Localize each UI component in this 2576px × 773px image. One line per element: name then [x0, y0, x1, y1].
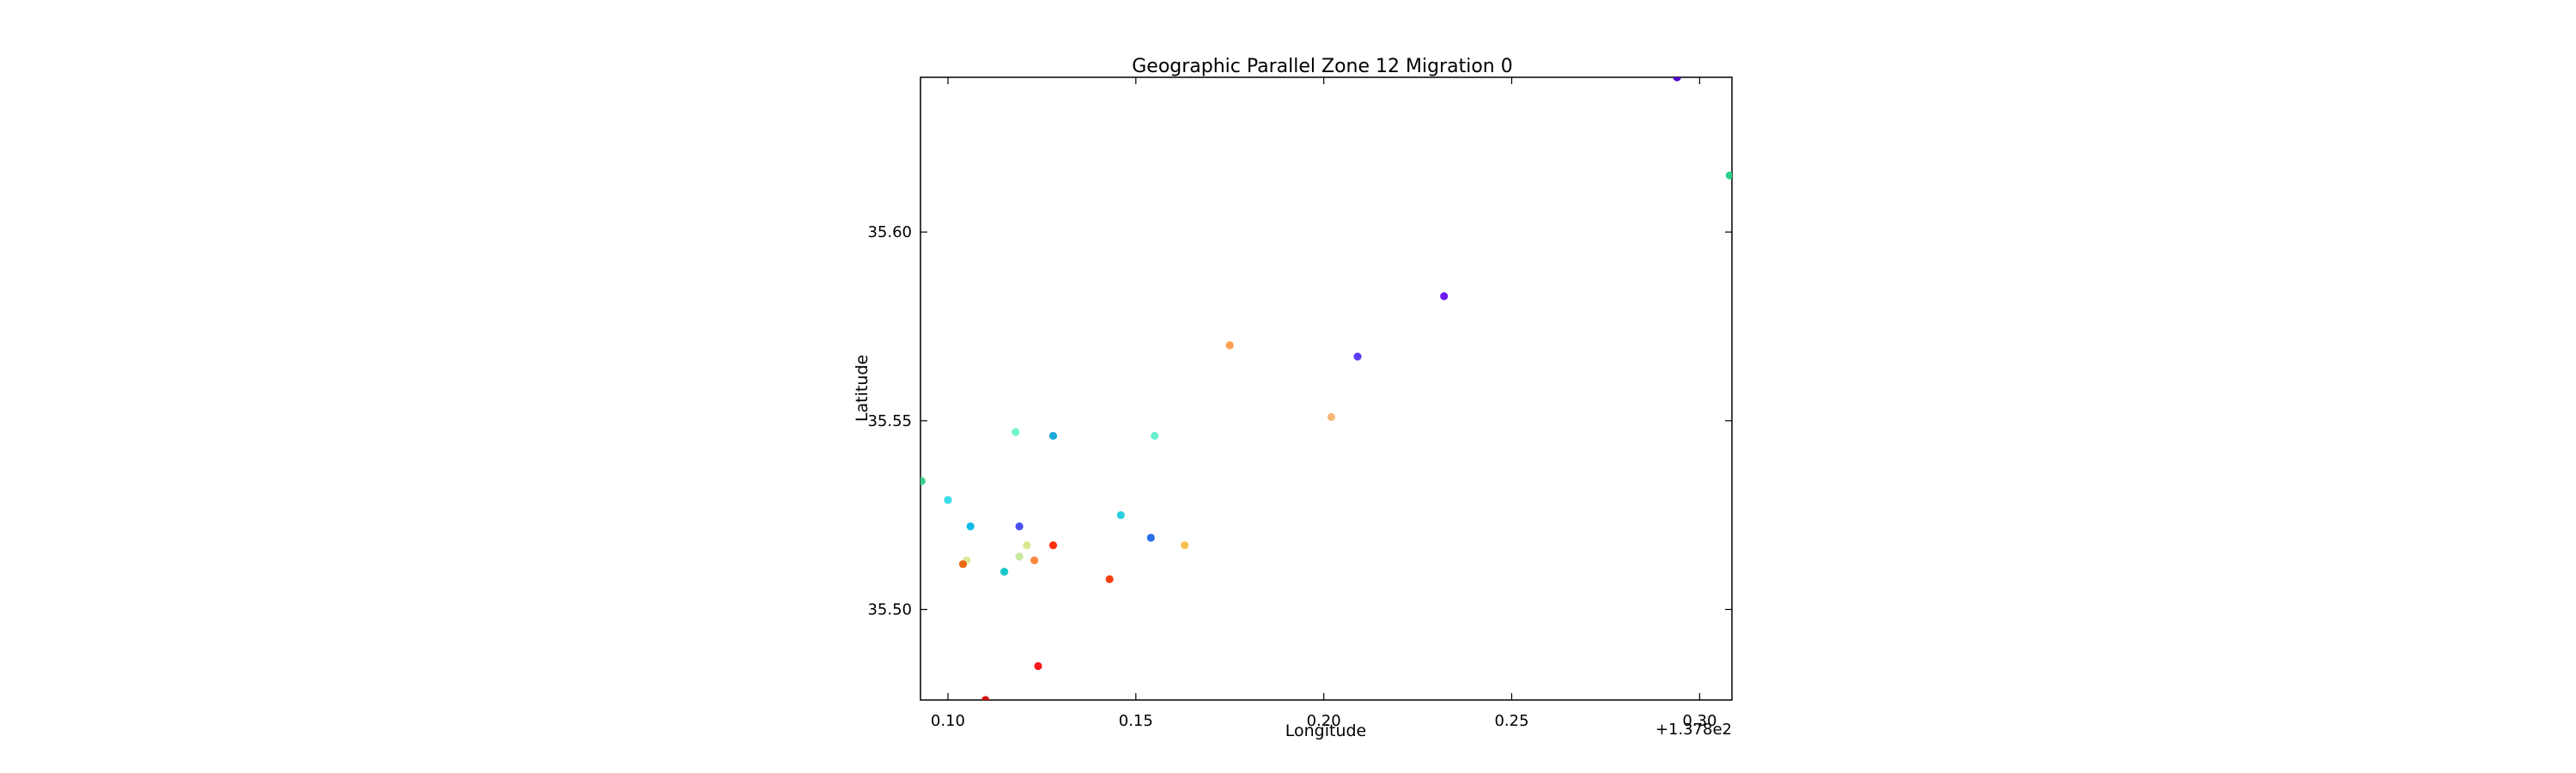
data-point	[1034, 661, 1042, 671]
data-point	[1023, 541, 1031, 550]
data-point	[1012, 428, 1020, 436]
data-point	[1225, 341, 1234, 350]
x-tick-label: 0.15	[1119, 712, 1153, 730]
chart-title: Geographic Parallel Zone 12 Migration 0	[1132, 56, 1513, 77]
data-point	[1030, 556, 1039, 565]
y-tick-label: 35.60	[867, 223, 912, 241]
data-point	[981, 696, 990, 700]
data-point	[1181, 541, 1189, 550]
x-axis-label: Longitude	[1285, 721, 1367, 740]
plot-area	[920, 76, 1733, 701]
x-tick-label: 0.20	[1307, 712, 1341, 730]
data-point	[1673, 77, 1681, 82]
data-point	[1015, 522, 1024, 531]
data-point	[920, 477, 926, 485]
data-point	[1353, 352, 1362, 361]
data-point	[1151, 431, 1159, 441]
data-point	[1105, 575, 1114, 583]
data-point	[966, 522, 975, 531]
y-axis-ticks: 35.50 35.55 35.60	[867, 223, 1732, 619]
x-axis-ticks: 0.10 0.15 0.20 0.25 0.30	[931, 77, 1716, 730]
data-points	[920, 77, 1732, 700]
x-tick-label: 0.25	[1494, 712, 1528, 730]
data-point	[1015, 552, 1024, 561]
x-tick-label: 0.30	[1682, 712, 1716, 730]
x-tick-label: 0.10	[931, 712, 965, 730]
data-point	[1146, 533, 1155, 542]
data-point	[1725, 171, 1732, 180]
data-point	[1116, 511, 1125, 520]
y-tick-label: 35.50	[867, 601, 912, 619]
y-axis-label: Latitude	[853, 355, 872, 422]
data-point	[1000, 568, 1009, 576]
data-point	[1327, 412, 1336, 422]
y-tick-label: 35.55	[867, 412, 912, 430]
data-point	[1048, 541, 1058, 550]
data-point	[1440, 292, 1449, 301]
data-point	[944, 496, 952, 504]
x-axis-offset-label: +1.378e2	[1656, 721, 1732, 739]
data-point	[1048, 431, 1058, 441]
data-point	[958, 560, 968, 569]
